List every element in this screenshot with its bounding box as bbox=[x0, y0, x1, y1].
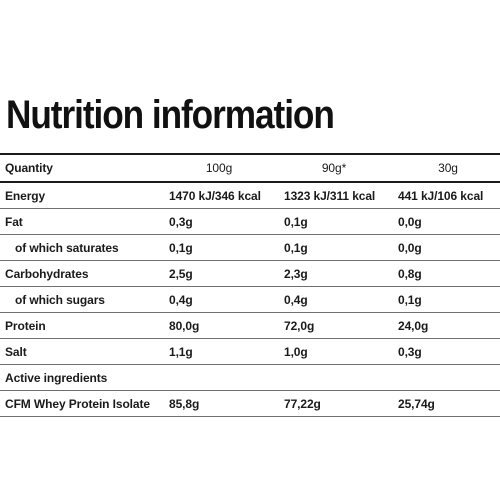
value-90g: 1,0g bbox=[284, 344, 308, 359]
value-30g: 0,8g bbox=[398, 266, 422, 281]
nutrition-table: Quantity 100g 90g* 30g Energy 1470 kJ/34… bbox=[0, 153, 500, 417]
value-100g: 0,4g bbox=[169, 292, 193, 307]
value-30g: 0,0g bbox=[398, 240, 422, 255]
value-30g: 441 kJ/106 kcal bbox=[398, 188, 484, 203]
header-90g: 90g* bbox=[321, 161, 347, 175]
value-30g: 0,0g bbox=[398, 214, 422, 229]
value-30g: 0,1g bbox=[398, 292, 422, 307]
value-90g: 1323 kJ/311 kcal bbox=[284, 188, 376, 203]
row-label: Fat bbox=[5, 214, 23, 229]
page-title: Nutrition information bbox=[6, 93, 335, 137]
value-30g: 25,74g bbox=[398, 396, 435, 411]
row-label: CFM Whey Protein Isolate bbox=[5, 396, 150, 411]
row-saturates: of which saturates 0,1g 0,1g 0,0g bbox=[0, 235, 500, 261]
header-100g: 100g bbox=[205, 161, 233, 175]
value-100g: 1470 kJ/346 kcal bbox=[169, 188, 261, 203]
row-protein: Protein 80,0g 72,0g 24,0g bbox=[0, 313, 500, 339]
row-label: Carbohydrates bbox=[5, 266, 89, 281]
value-30g: 0,3g bbox=[398, 344, 422, 359]
row-label: Protein bbox=[5, 318, 46, 333]
row-sugars: of which sugars 0,4g 0,4g 0,1g bbox=[0, 287, 500, 313]
row-label: Salt bbox=[5, 344, 27, 359]
table-header-row: Quantity 100g 90g* 30g bbox=[0, 155, 500, 183]
row-salt: Salt 1,1g 1,0g 0,3g bbox=[0, 339, 500, 365]
value-100g: 2,5g bbox=[169, 266, 193, 281]
header-30g: 30g bbox=[438, 161, 458, 175]
value-90g: 72,0g bbox=[284, 318, 315, 333]
row-label: of which saturates bbox=[15, 240, 119, 255]
value-100g: 1,1g bbox=[169, 344, 193, 359]
value-90g: 77,22g bbox=[284, 396, 321, 411]
row-label: of which sugars bbox=[15, 292, 105, 307]
value-90g: 0,4g bbox=[284, 292, 308, 307]
value-30g: 24,0g bbox=[398, 318, 429, 333]
value-90g: 2,3g bbox=[284, 266, 308, 281]
row-fat: Fat 0,3g 0,1g 0,0g bbox=[0, 209, 500, 235]
row-label: Energy bbox=[5, 188, 46, 203]
value-100g: 80,0g bbox=[169, 318, 200, 333]
row-energy: Energy 1470 kJ/346 kcal 1323 kJ/311 kcal… bbox=[0, 183, 500, 209]
row-active-ingredients: Active ingredients bbox=[0, 365, 500, 391]
row-carbohydrates: Carbohydrates 2,5g 2,3g 0,8g bbox=[0, 261, 500, 287]
value-100g: 85,8g bbox=[169, 396, 200, 411]
row-whey-isolate: CFM Whey Protein Isolate 85,8g 77,22g 25… bbox=[0, 391, 500, 417]
value-90g: 0,1g bbox=[284, 240, 308, 255]
value-90g: 0,1g bbox=[284, 214, 308, 229]
header-quantity: Quantity bbox=[5, 161, 53, 175]
value-100g: 0,3g bbox=[169, 214, 193, 229]
value-100g: 0,1g bbox=[169, 240, 193, 255]
row-label: Active ingredients bbox=[5, 370, 108, 385]
